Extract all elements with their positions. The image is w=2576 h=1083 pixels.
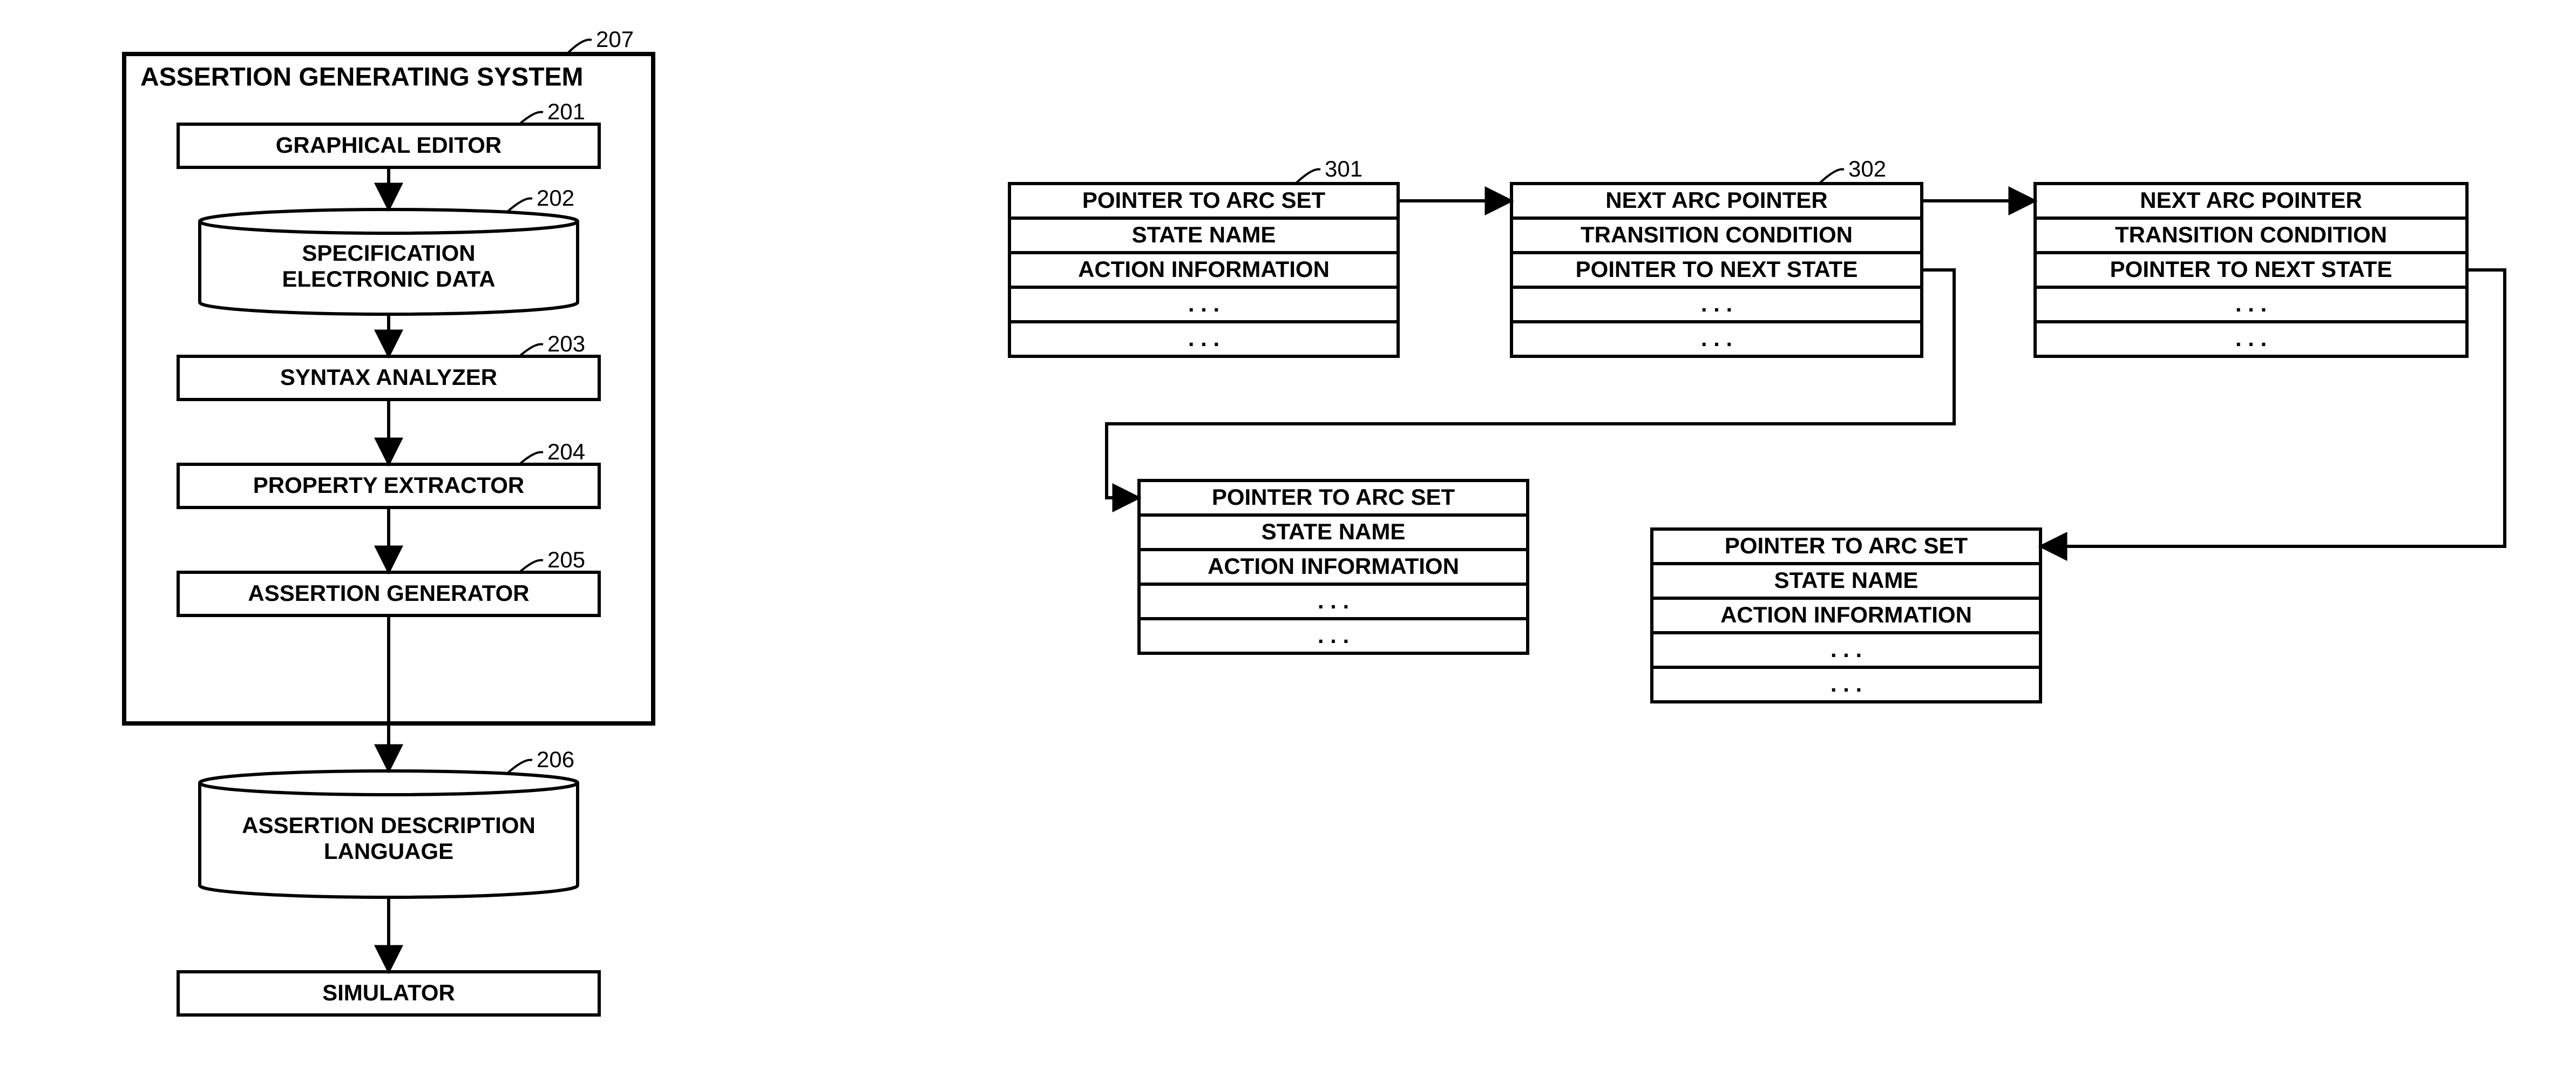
t305-row-3-label: . . .: [1831, 637, 1862, 662]
assertion-generator-box-label: ASSERTION GENERATOR: [248, 580, 529, 606]
t304-row-1-label: STATE NAME: [1262, 519, 1406, 544]
t301-row-0-label: POINTER TO ARC SET: [1082, 187, 1326, 213]
t302-row-2-label: POINTER TO NEXT STATE: [1576, 256, 1858, 282]
t303-row-3-label: . . .: [2235, 291, 2267, 316]
t303-row-4-label: . . .: [2235, 326, 2267, 351]
t303-row-2-label: POINTER TO NEXT STATE: [2110, 256, 2392, 282]
t301-row-2-label: ACTION INFORMATION: [1078, 256, 1330, 282]
svg-text:201: 201: [547, 99, 585, 124]
t305-row-2-label: ACTION INFORMATION: [1720, 602, 1972, 627]
svg-text:302: 302: [1848, 156, 1886, 181]
assertion-system-title: ASSERTION GENERATING SYSTEM: [140, 63, 584, 92]
svg-text:ASSERTION DESCRIPTION: ASSERTION DESCRIPTION: [242, 813, 535, 838]
svg-text:202: 202: [537, 185, 574, 211]
syntax-analyzer-box-label: SYNTAX ANALYZER: [280, 364, 497, 390]
t305-row-0-label: POINTER TO ARC SET: [1725, 533, 1968, 558]
t302-row-1-label: TRANSITION CONDITION: [1581, 222, 1853, 247]
svg-text:LANGUAGE: LANGUAGE: [324, 838, 453, 864]
t301-row-4-label: . . .: [1188, 326, 1219, 351]
svg-text:205: 205: [547, 547, 585, 572]
svg-text:ELECTRONIC DATA: ELECTRONIC DATA: [282, 266, 495, 292]
t305-row-1-label: STATE NAME: [1774, 567, 1919, 593]
svg-text:SPECIFICATION: SPECIFICATION: [302, 240, 475, 266]
t301-row-1-label: STATE NAME: [1132, 222, 1276, 247]
svg-text:206: 206: [537, 747, 574, 772]
t302-row-3-label: . . .: [1701, 291, 1732, 316]
t304-row-0-label: POINTER TO ARC SET: [1212, 484, 1455, 510]
svg-text:207: 207: [596, 26, 634, 52]
t303-row-1-label: TRANSITION CONDITION: [2115, 222, 2387, 247]
property-extractor-box-label: PROPERTY EXTRACTOR: [253, 472, 525, 498]
t301-row-3-label: . . .: [1188, 291, 1219, 316]
svg-text:203: 203: [547, 331, 585, 356]
t304-row-2-label: ACTION INFORMATION: [1208, 553, 1459, 579]
t302-row-0-label: NEXT ARC POINTER: [1605, 187, 1827, 213]
t304-row-3-label: . . .: [1318, 588, 1349, 613]
simulator-box-label: SIMULATOR: [322, 980, 455, 1005]
svg-text:204: 204: [547, 439, 585, 464]
t302-row-4-label: . . .: [1701, 326, 1732, 351]
t303-row-0-label: NEXT ARC POINTER: [2140, 187, 2362, 213]
graphical-editor-box-label: GRAPHICAL EDITOR: [276, 132, 501, 158]
svg-text:301: 301: [1325, 156, 1362, 181]
t305-row-4-label: . . .: [1831, 671, 1862, 696]
t304-row-4-label: . . .: [1318, 622, 1349, 648]
